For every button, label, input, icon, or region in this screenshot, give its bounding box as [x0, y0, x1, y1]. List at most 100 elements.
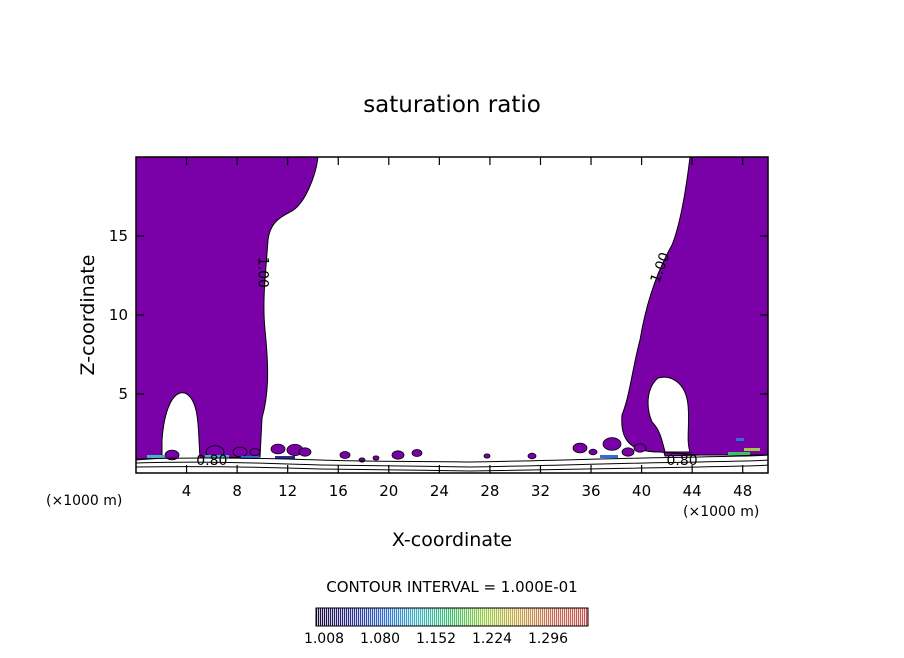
- colorbar-stripe: [352, 608, 354, 626]
- supersat-patch: [391, 450, 405, 460]
- colorbar-stripe: [562, 608, 564, 626]
- high-value-streak: [275, 456, 295, 459]
- colorbar-stripe: [430, 608, 432, 626]
- colorbar-stripe: [398, 608, 400, 626]
- colorbar-stripe: [514, 608, 516, 626]
- colorbar-stripe: [442, 608, 444, 626]
- colorbar-stripe: [468, 608, 470, 626]
- colorbar-stripe: [400, 608, 402, 626]
- colorbar-stripe: [508, 608, 510, 626]
- x-axis-title: X-coordinate: [392, 529, 512, 551]
- colorbar-stripe: [546, 608, 548, 626]
- y-axis-title: Z-coordinate: [77, 255, 99, 376]
- colorbar-stripe: [444, 608, 446, 626]
- colorbar-stripe: [330, 608, 332, 626]
- colorbar-stripe: [388, 608, 390, 626]
- supersat-patch: [483, 453, 491, 459]
- supersat-patch: [588, 448, 598, 456]
- colorbar-stripe: [414, 608, 416, 626]
- colorbar-stripe: [556, 608, 558, 626]
- colorbar-stripe: [410, 608, 412, 626]
- colorbar-stripe: [418, 608, 420, 626]
- colorbar-stripe: [368, 608, 370, 626]
- colorbar-stripe: [384, 608, 386, 626]
- colorbar-stripe: [510, 608, 512, 626]
- colorbar-stripe: [540, 608, 542, 626]
- contour-interval-label: CONTOUR INTERVAL = 1.000E-01: [326, 578, 577, 596]
- colorbar-stripe: [524, 608, 526, 626]
- high-value-streak: [744, 448, 760, 451]
- colorbar-stripe: [422, 608, 424, 626]
- contour-line: [135, 464, 769, 472]
- x-tick-label: 36: [581, 482, 600, 500]
- colorbar-stripe: [334, 608, 336, 626]
- colorbar-stripe: [466, 608, 468, 626]
- contour-line: [135, 459, 769, 468]
- supersat-patch: [602, 437, 622, 451]
- supersat-patch: [572, 442, 588, 454]
- y-tick-label: 10: [109, 306, 128, 324]
- x-tick-label: 40: [632, 482, 651, 500]
- colorbar-stripe: [516, 608, 518, 626]
- colorbar-stripe: [520, 608, 522, 626]
- colorbar-stripe: [402, 608, 404, 626]
- colorbar-stripe: [318, 608, 320, 626]
- colorbar-stripe: [424, 608, 426, 626]
- x-tick-label: 24: [430, 482, 449, 500]
- colorbar-stripe: [582, 608, 584, 626]
- contour-label: 0.80: [666, 453, 697, 469]
- colorbar-stripe: [472, 608, 474, 626]
- colorbar-stripe: [550, 608, 552, 626]
- colorbar-stripe: [382, 608, 384, 626]
- colorbar-stripe: [370, 608, 372, 626]
- colorbar-stripe: [396, 608, 398, 626]
- colorbar-stripe: [522, 608, 524, 626]
- colorbar-stripe: [500, 608, 502, 626]
- supersat-patch: [339, 451, 351, 459]
- x-tick-label: 4: [182, 482, 192, 500]
- x-tick-label: 20: [379, 482, 398, 500]
- colorbar-stripe: [566, 608, 568, 626]
- colorbar-stripe: [344, 608, 346, 626]
- colorbar-stripe: [532, 608, 534, 626]
- colorbar-stripe: [560, 608, 562, 626]
- colorbar-stripe: [420, 608, 422, 626]
- colorbar-stripe: [358, 608, 360, 626]
- colorbar-stripe: [476, 608, 478, 626]
- contour-line: [135, 454, 769, 463]
- colorbar-stripe: [526, 608, 528, 626]
- colorbar-stripe: [480, 608, 482, 626]
- high-value-streak: [147, 455, 165, 458]
- supersat-patch: [270, 443, 286, 455]
- colorbar-stripe: [570, 608, 572, 626]
- colorbar-stripe: [320, 608, 322, 626]
- colorbar-stripe: [360, 608, 362, 626]
- supersat-patch: [621, 447, 635, 457]
- colorbar-stripe: [554, 608, 556, 626]
- colorbar-stripe: [506, 608, 508, 626]
- colorbar-stripe: [478, 608, 480, 626]
- x-tick-label: 8: [232, 482, 242, 500]
- colorbar-stripe: [326, 608, 328, 626]
- colorbar-stripe: [580, 608, 582, 626]
- region-left: [135, 156, 319, 461]
- supersat-patch: [527, 452, 537, 460]
- high-value-streak: [241, 456, 259, 459]
- colorbar-stripe: [536, 608, 538, 626]
- supersat-patch: [411, 449, 423, 457]
- supersat-patch: [232, 446, 248, 458]
- colorbar-stripe: [446, 608, 448, 626]
- y-tick-label: 15: [109, 227, 128, 245]
- colorbar-stripe: [456, 608, 458, 626]
- colorbar-stripe: [496, 608, 498, 626]
- supersat-patch: [372, 455, 380, 461]
- x-tick-label: 32: [531, 482, 550, 500]
- supersat-patch: [633, 443, 647, 453]
- colorbar-stripe: [530, 608, 532, 626]
- colorbar-stripe: [436, 608, 438, 626]
- colorbar-stripe: [574, 608, 576, 626]
- colorbar-stripe: [462, 608, 464, 626]
- colorbar-tick-label: 1.080: [360, 631, 400, 647]
- colorbar-frame: [315, 607, 589, 627]
